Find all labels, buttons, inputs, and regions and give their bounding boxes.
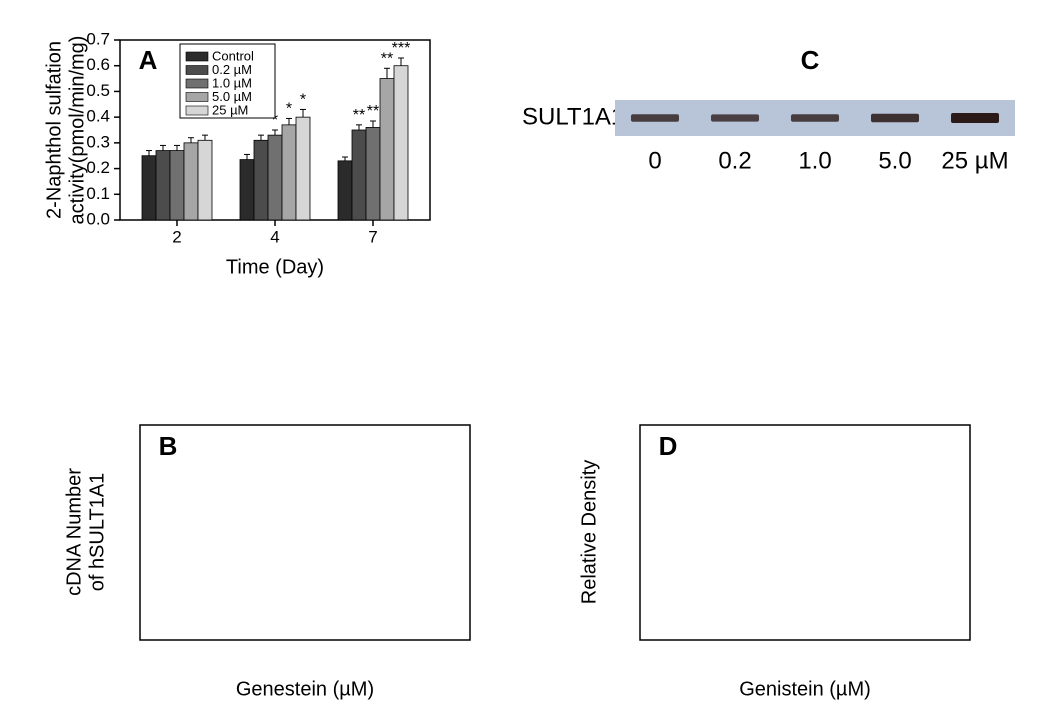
svg-text:0.0: 0.0: [86, 209, 110, 228]
panel-d-plot-border: [640, 425, 970, 640]
svg-text:*: *: [286, 101, 292, 118]
panel-b-ylabel-1: cDNA Number: [63, 468, 85, 596]
svg-text:0.4: 0.4: [86, 107, 110, 126]
svg-text:**: **: [367, 103, 379, 120]
panel-c-letter: C: [801, 45, 820, 75]
panel-a-xlabel: Time (Day): [226, 256, 324, 278]
blot-lane-labels: 0 0.2 1.0 5.0 25 µM: [648, 147, 1008, 174]
svg-text:0.1: 0.1: [86, 184, 110, 203]
panel-b-plot-border: [140, 425, 470, 640]
svg-text:4: 4: [270, 227, 279, 246]
panel-a-legend: Control0.2 µM1.0 µM5.0 µM25 µM: [180, 44, 275, 118]
panel-a-ylabel-1: 2-Naphthol sulfation: [43, 41, 65, 219]
svg-text:0.7: 0.7: [86, 29, 110, 48]
panel-a-letter: A: [139, 45, 158, 75]
panel-a-ylabel-2: activity(pmol/min/mg): [66, 36, 88, 225]
panel-b-chart: 0.00.51.01.52.02.53.03.5 0*0.2*1**5***25…: [0, 390, 520, 720]
panel-b-letter: B: [159, 431, 178, 461]
panel-d-letter: D: [659, 431, 678, 461]
panel-c-blot: C SULT1A1 0 0.2 1.0 5.0 25 µM: [510, 10, 1050, 220]
svg-text:***: ***: [392, 40, 411, 57]
svg-text:0.2: 0.2: [718, 147, 751, 174]
svg-text:5.0: 5.0: [878, 147, 911, 174]
svg-text:25 µM: 25 µM: [941, 147, 1008, 174]
blot-strip: [615, 100, 1015, 136]
svg-text:0.2: 0.2: [86, 158, 110, 177]
svg-text:**: **: [353, 107, 365, 124]
svg-text:25 µM: 25 µM: [212, 102, 248, 117]
panel-d-xlabel: Genistein (µM): [739, 678, 871, 700]
svg-text:*: *: [300, 92, 306, 109]
panel-a-chart: 0.00.10.20.30.40.50.60.7 2***4*********7…: [0, 0, 500, 320]
panel-a-yticks: 0.0 0.1 0.2 0.3 0.4 0.5 0.6 0.7: [86, 29, 120, 228]
svg-text:0.5: 0.5: [86, 81, 110, 100]
svg-text:0.3: 0.3: [86, 132, 110, 151]
svg-text:2: 2: [172, 227, 181, 246]
svg-text:0.6: 0.6: [86, 55, 110, 74]
svg-text:7: 7: [368, 227, 377, 246]
panel-d-chart: 0.00.51.01.52.02.53.03.5 00.21*5**25 D R…: [500, 390, 1020, 720]
svg-text:1.0: 1.0: [798, 147, 831, 174]
panel-d-ylabel: Relative Density: [578, 460, 600, 605]
panel-c-row-label: SULT1A1: [522, 103, 624, 130]
panel-b-ylabel-2: of hSULT1A1: [86, 473, 108, 592]
panel-b-xlabel: Genestein (µM): [236, 678, 374, 700]
svg-text:0: 0: [648, 147, 661, 174]
